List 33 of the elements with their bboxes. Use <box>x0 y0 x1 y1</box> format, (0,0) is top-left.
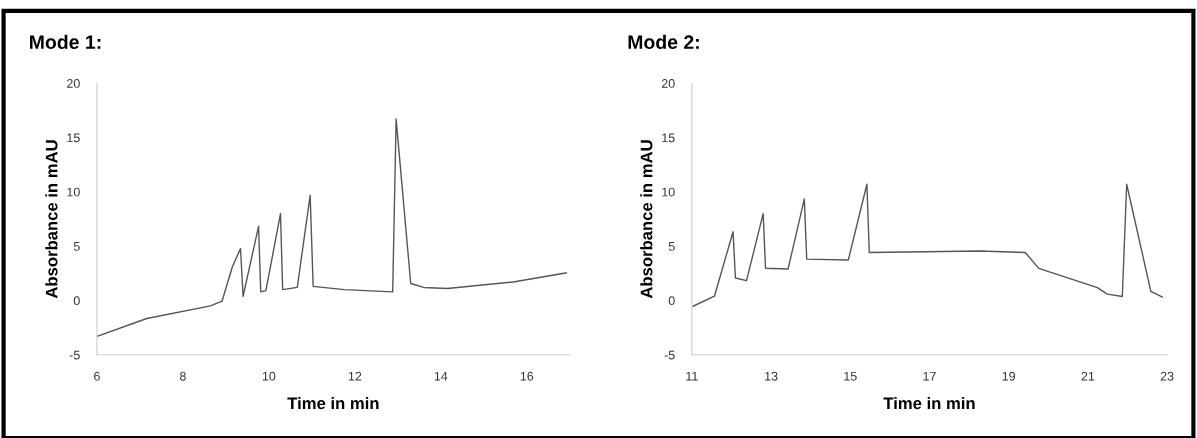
x-tick-label: 17 <box>923 371 936 381</box>
x-tick-label: 6 <box>94 371 100 381</box>
y-axis-title: Absorbance in mAU <box>45 140 58 299</box>
y-tick-label: 10 <box>662 187 675 197</box>
y-tick-label: 15 <box>662 133 675 143</box>
x-axis-title: Time in min <box>287 396 379 410</box>
x-tick-label: 13 <box>765 371 778 381</box>
x-tick-label: 8 <box>179 371 186 381</box>
x-tick-label: 19 <box>1002 371 1016 381</box>
y-tick-label: 10 <box>67 187 80 197</box>
y-tick-label: -5 <box>69 350 80 360</box>
y-axis-title: Absorbance in mAU <box>640 140 653 299</box>
y-tick-label: 5 <box>73 242 80 251</box>
x-tick-label: 23 <box>1160 371 1174 381</box>
chart-title: Mode 2: <box>628 34 699 50</box>
x-tick-label: 21 <box>1081 371 1095 381</box>
x-tick-label: 16 <box>520 371 534 381</box>
y-tick-label: 15 <box>67 133 80 143</box>
x-tick-label: 12 <box>348 371 362 381</box>
y-tick-label: 5 <box>668 242 675 251</box>
x-tick-label: 11 <box>686 371 698 381</box>
line-series <box>96 118 568 338</box>
chart-title: Mode 1: <box>30 34 101 50</box>
x-axis-title: Time in min <box>883 396 975 410</box>
line-series <box>692 183 1164 307</box>
y-tick-label: 20 <box>67 79 80 88</box>
x-tick-label: 14 <box>434 371 448 381</box>
y-tick-label: 20 <box>661 79 675 88</box>
x-tick-label: 10 <box>262 371 276 381</box>
x-tick-label: 15 <box>844 371 857 381</box>
y-tick-label: 0 <box>73 296 80 306</box>
y-tick-label: 0 <box>668 296 675 306</box>
y-tick-label: -5 <box>664 350 675 360</box>
